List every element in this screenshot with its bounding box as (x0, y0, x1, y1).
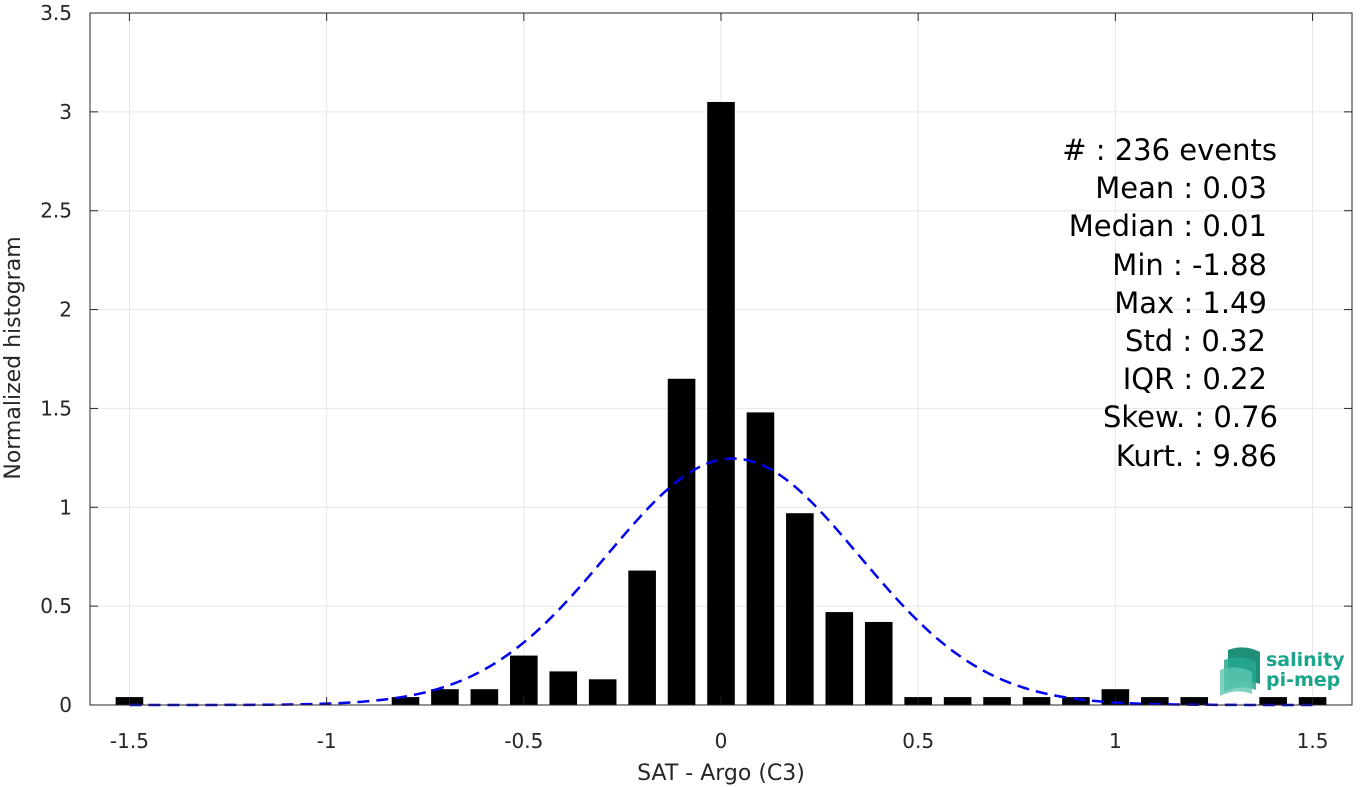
y-tick-label: 0.5 (40, 594, 72, 618)
salinity-pimep-logo: salinity pi-mep (1220, 647, 1345, 696)
histogram-bar (707, 101, 735, 705)
x-tick-label: 1 (1109, 729, 1122, 753)
axis-ticks (90, 12, 1352, 706)
histogram-bar (825, 612, 854, 705)
histogram-bar (864, 621, 893, 705)
y-tick-label: 2.5 (40, 199, 72, 223)
stats-box: # : 236 events Mean : 0.03 Median : 0.01… (1062, 133, 1278, 473)
stats-skew: Skew. : 0.76 (1103, 400, 1278, 434)
histogram-bar (1022, 697, 1051, 705)
stats-max: Max : 1.49 (1114, 286, 1267, 320)
y-tick-label: 3 (59, 100, 72, 124)
histogram-bar (1141, 697, 1169, 705)
logo-line-salinity: salinity (1266, 649, 1345, 671)
x-axis-label: SAT - Argo (C3) (637, 761, 805, 786)
y-tick-label: 3.5 (40, 1, 72, 25)
y-axis-label: Normalized histogram (1, 236, 26, 479)
wave-logo-icon (1220, 647, 1260, 696)
stats-std: Std : 0.32 (1125, 324, 1266, 358)
histogram-bar (1180, 697, 1209, 705)
histogram-bar (628, 570, 656, 705)
histogram-bar (667, 378, 696, 705)
histogram-bar (510, 655, 538, 705)
stats-min: Min : -1.88 (1112, 248, 1267, 282)
histogram-bar (470, 689, 499, 705)
stats-kurt: Kurt. : 9.86 (1116, 439, 1277, 473)
histogram-bar (786, 513, 814, 705)
stats-mean: Mean : 0.03 (1095, 171, 1267, 205)
stats-iqr: IQR : 0.22 (1123, 362, 1267, 396)
histogram-bar (549, 671, 578, 705)
x-tick-label: 0 (715, 729, 728, 753)
y-tick-label: 0 (59, 693, 72, 717)
histogram-bar (983, 697, 1011, 705)
x-tick-label: 0.5 (902, 729, 934, 753)
x-tick-label: -1.5 (110, 729, 149, 753)
x-tick-label: 1.5 (1297, 729, 1329, 753)
y-tick-label: 2 (59, 298, 72, 322)
x-tick-label: -0.5 (504, 729, 543, 753)
logo-line-pimep: pi-mep (1266, 669, 1340, 691)
y-tick-label: 1 (59, 495, 72, 519)
histogram-bar (943, 697, 972, 705)
y-tick-label: 1.5 (40, 396, 72, 420)
histogram-bar (588, 679, 617, 705)
stats-count: # : 236 events (1062, 133, 1277, 167)
histogram-bar (746, 412, 775, 705)
x-tick-label: -1 (317, 729, 337, 753)
bars (115, 101, 1327, 705)
tick-labels: -1.5 -1 -0.5 0 0.5 1 1.5 0 0.5 1 1.5 2 2.5 3 3.5 (40, 1, 1328, 753)
histogram-bar (391, 697, 420, 705)
stats-median: Median : 0.01 (1069, 209, 1267, 243)
histogram-bar (1062, 697, 1090, 705)
histogram-bar (431, 689, 459, 705)
histogram-bar (1259, 697, 1287, 705)
